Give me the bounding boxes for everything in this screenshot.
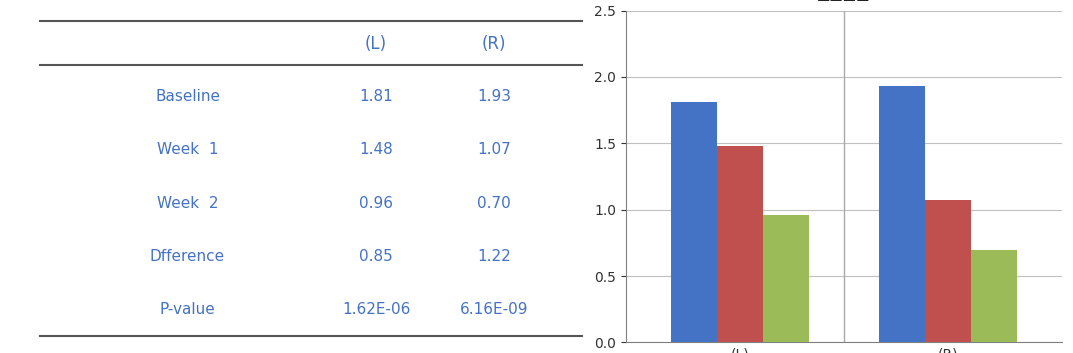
Text: 0.70: 0.70 — [477, 196, 511, 210]
Text: 6.16E-09: 6.16E-09 — [459, 302, 528, 317]
Title: 소양점수: 소양점수 — [818, 0, 871, 1]
Text: 1.81: 1.81 — [359, 89, 393, 104]
Bar — [925, 201, 971, 342]
Text: Week  1: Week 1 — [157, 143, 218, 157]
Bar — [672, 102, 717, 342]
Text: (L): (L) — [365, 35, 387, 53]
Bar — [971, 250, 1016, 342]
Text: Week  2: Week 2 — [157, 196, 218, 210]
Bar — [717, 146, 763, 342]
Text: 1.48: 1.48 — [359, 143, 393, 157]
Bar — [880, 86, 925, 342]
Text: 0.85: 0.85 — [359, 249, 393, 264]
Text: 1.62E-06: 1.62E-06 — [342, 302, 410, 317]
Text: Dfference: Dfference — [150, 249, 225, 264]
Text: 1.07: 1.07 — [477, 143, 511, 157]
Text: 1.22: 1.22 — [477, 249, 511, 264]
Text: Baseline: Baseline — [155, 89, 220, 104]
Text: P-value: P-value — [160, 302, 216, 317]
Text: 1.93: 1.93 — [477, 89, 511, 104]
Text: (R): (R) — [482, 35, 506, 53]
Bar — [763, 215, 809, 342]
Text: 0.96: 0.96 — [359, 196, 393, 210]
